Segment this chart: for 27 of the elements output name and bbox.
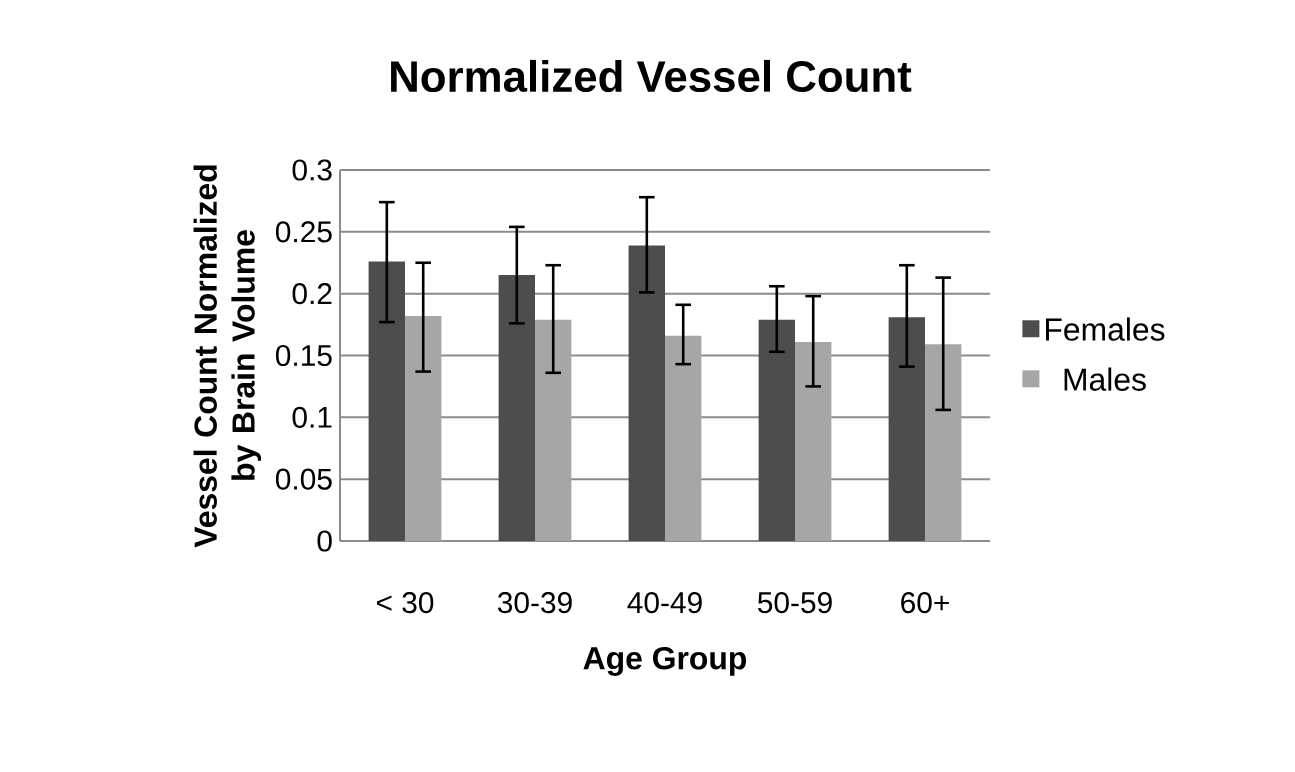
y-axis-title: Vessel Count Normalized by Brain Volume: [193, 165, 262, 548]
y-tick-label: 0.2: [292, 283, 332, 305]
bar: [368, 261, 405, 541]
y-tick-label: 0: [317, 530, 332, 552]
chart-title: Normalized Vessel Count: [391, 59, 912, 93]
y-tick-label: 0.25: [275, 221, 332, 243]
x-axis-title: Age Group: [583, 646, 747, 676]
bar: [498, 275, 535, 541]
legend-label: Males: [1064, 367, 1146, 391]
x-tick-label: 50-59: [757, 592, 832, 614]
x-tick-label: < 30: [376, 592, 434, 614]
legend-label: Females: [1046, 317, 1165, 341]
bar: [535, 319, 572, 541]
bar: [888, 317, 926, 541]
bar: [758, 319, 796, 541]
bar: [665, 335, 702, 541]
y-tick-label: 0.15: [275, 344, 332, 367]
y-tick-label: 0.3: [292, 159, 332, 181]
bar: [405, 315, 442, 541]
bar: [925, 344, 962, 541]
y-tick-label: 0.05: [275, 468, 332, 490]
bar: [795, 341, 832, 541]
bar: [628, 245, 666, 541]
x-tick-label: 30-39: [497, 592, 572, 614]
y-tick-label: 0.1: [292, 406, 332, 428]
x-tick-label: 40-49: [627, 592, 702, 614]
x-tick-label: 60+: [901, 592, 949, 614]
